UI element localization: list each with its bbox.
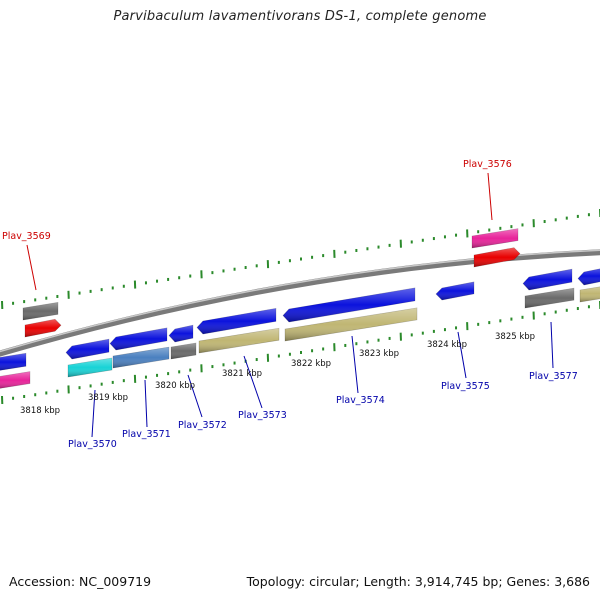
gene-plav-3569-gray-shading <box>23 302 58 320</box>
gene-label-plav-3577[interactable]: Plav_3577 <box>529 371 578 382</box>
gene-plav-3571-blue-shading <box>110 327 167 350</box>
gene-right-blue-shading <box>578 268 600 285</box>
gene-label-plav-3574[interactable]: Plav_3574 <box>336 395 385 406</box>
gene-plav-3573-shading <box>199 328 279 353</box>
leader-plav-3571 <box>144 379 148 428</box>
gene-plav-3577-blue-shading <box>523 269 572 290</box>
leader-plav-3570 <box>91 389 96 438</box>
gene-label-plav-3575[interactable]: Plav_3575 <box>441 381 490 392</box>
gene-label-plav-3572[interactable]: Plav_3572 <box>178 420 227 431</box>
kbp-label: 3821 kbp <box>222 369 262 379</box>
gene-plav-3576-magenta-shading <box>472 228 518 248</box>
gene-label-plav-3571[interactable]: Plav_3571 <box>122 429 171 440</box>
leader-plav-3572 <box>187 374 203 418</box>
gene-plav-3572-blue-shading <box>169 325 193 342</box>
kbp-label: 3824 kbp <box>427 340 467 350</box>
gene-plav-3576-shading <box>474 247 520 267</box>
genome-backbone-highlight <box>0 249 600 353</box>
gene-left-magenta-shading <box>0 371 30 389</box>
kbp-labels: 3818 kbp 3819 kbp 3820 kbp 3821 kbp 3822… <box>20 332 535 416</box>
topology-text: Topology: circular; Length: 3,914,745 bp… <box>246 574 590 589</box>
leader-plav-3573 <box>243 355 263 409</box>
leader-plav-3575 <box>457 331 467 379</box>
gene-plav-3570-shading <box>68 357 112 377</box>
gene-label-plav-3569[interactable]: Plav_3569 <box>2 231 51 242</box>
gene-label-plav-3570[interactable]: Plav_3570 <box>68 439 117 450</box>
gene-label-plav-3576[interactable]: Plav_3576 <box>463 159 512 170</box>
gene-plav-3575-shading <box>436 281 474 300</box>
kbp-label: 3820 kbp <box>155 381 195 391</box>
leader-plav-3574 <box>351 335 359 394</box>
accession-text: Accession: NC_009719 <box>9 574 152 589</box>
kbp-label: 3825 kbp <box>495 332 535 342</box>
gene-plav-3569-shading <box>25 319 61 337</box>
leader-plav-3569 <box>26 244 37 291</box>
kbp-label: 3819 kbp <box>88 393 128 403</box>
gene-left-blue-shading <box>0 353 26 371</box>
gene-features <box>0 228 600 389</box>
gene-plav-3574-blue-shading <box>283 287 415 322</box>
kbp-label: 3823 kbp <box>359 349 399 359</box>
gene-plav-3572-shading <box>171 343 196 359</box>
gene-label-plav-3573[interactable]: Plav_3573 <box>238 410 287 421</box>
gene-labels: Plav_3569 Plav_3576 Plav_3570 Plav_3571 … <box>2 159 578 450</box>
gene-plav-3573-blue-shading <box>197 308 276 334</box>
label-leader-lines <box>26 172 554 438</box>
tick-marks <box>1 209 600 405</box>
leader-plav-3577 <box>550 321 554 369</box>
genome-backbone <box>0 249 600 357</box>
gene-plav-3571-shading <box>113 347 169 368</box>
kbp-label: 3818 kbp <box>20 406 60 416</box>
gene-plav-3574-shading <box>285 307 417 341</box>
genome-title: Parvibaculum lavamentivorans DS-1, compl… <box>113 9 487 24</box>
kbp-label: 3822 kbp <box>291 359 331 369</box>
gene-right-khaki-shading <box>580 286 600 302</box>
leader-plav-3576 <box>487 172 493 221</box>
gene-plav-3570-blue-shading <box>66 339 109 359</box>
gene-plav-3577-shading <box>525 288 574 308</box>
